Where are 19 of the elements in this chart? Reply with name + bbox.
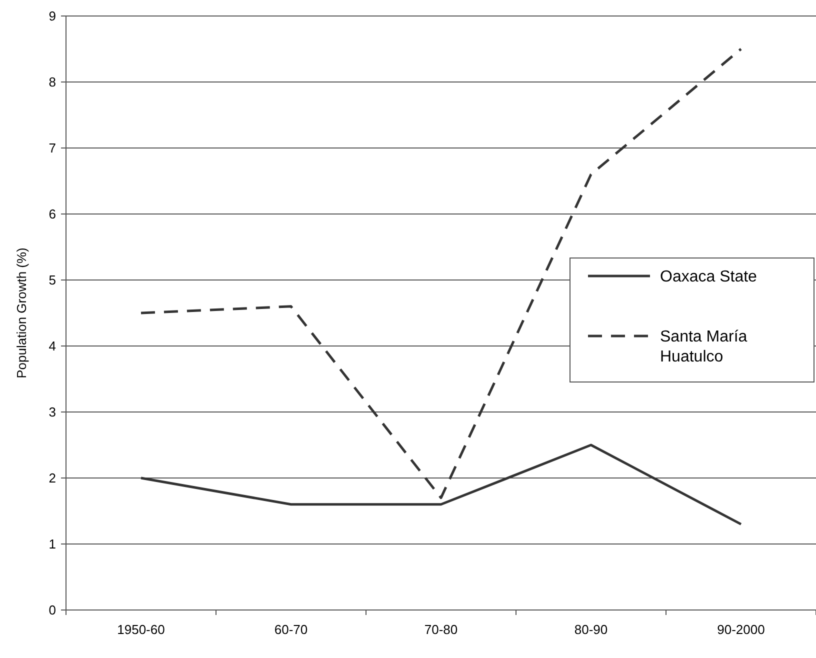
y-axis-title: Population Growth (%)	[14, 248, 29, 378]
legend-label: Oaxaca State	[660, 268, 758, 286]
x-tick-label: 1950-60	[117, 622, 165, 637]
x-tick-label: 70-80	[424, 622, 458, 637]
x-tick-label: 80-90	[574, 622, 608, 637]
y-tick-label: 2	[48, 470, 56, 486]
y-tick-label: 5	[48, 272, 56, 288]
y-tick-label: 4	[48, 338, 56, 354]
y-tick-label: 3	[48, 404, 56, 420]
y-tick-label: 6	[48, 206, 56, 222]
y-tick-label: 7	[48, 140, 56, 156]
y-tick-label: 8	[48, 74, 56, 90]
y-tick-label: 9	[48, 8, 56, 24]
x-tick-label: 60-70	[274, 622, 308, 637]
legend-label: Santa María Huatulco	[660, 328, 748, 366]
y-tick-label: 0	[48, 602, 56, 618]
line-series	[140, 444, 742, 526]
y-tick-label: 1	[48, 536, 56, 552]
x-tick-label: 90-2000	[717, 622, 765, 637]
